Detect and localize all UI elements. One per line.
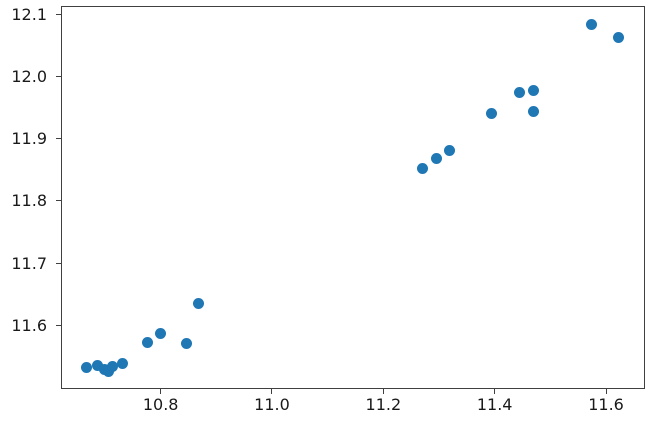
scatter-point — [103, 366, 115, 378]
y-tick-label: 11.8 — [11, 191, 47, 211]
x-tick-mark — [494, 389, 496, 394]
y-tick-label: 11.7 — [11, 253, 47, 273]
x-tick-label: 11.2 — [365, 395, 402, 414]
y-tick-mark — [56, 13, 61, 15]
scatter-point — [142, 336, 154, 348]
y-tick-mark — [56, 75, 61, 77]
scatter-point — [92, 360, 104, 372]
y-tick-mark — [56, 262, 61, 264]
x-tick-label: 11.0 — [254, 395, 290, 414]
scatter-point — [613, 31, 625, 43]
y-tick-label: 11.6 — [11, 315, 47, 335]
scatter-point — [527, 106, 539, 118]
y-tick-label: 12.1 — [11, 4, 47, 24]
scatter-point — [155, 328, 167, 340]
scatter-point — [416, 163, 428, 175]
x-tick-mark — [160, 389, 162, 394]
scatter-point — [486, 107, 498, 119]
scatter-point — [528, 85, 540, 97]
y-tick-label: 12.0 — [11, 66, 47, 86]
y-tick-mark — [56, 324, 61, 326]
scatter-point — [180, 338, 192, 350]
x-tick-mark — [382, 389, 384, 394]
x-tick-mark — [271, 389, 273, 394]
scatter-point — [81, 361, 93, 373]
plot-area — [61, 6, 645, 389]
scatter-point — [193, 298, 204, 310]
x-tick-mark — [605, 389, 607, 394]
x-tick-label: 11.6 — [588, 395, 624, 414]
x-tick-label: 11.4 — [476, 395, 513, 414]
x-tick-label: 10.8 — [142, 395, 179, 414]
y-tick-mark — [56, 138, 61, 140]
scatter-point — [586, 19, 598, 31]
scatter-point — [430, 153, 442, 165]
scatter-point — [443, 144, 455, 156]
scatter-point — [116, 357, 128, 369]
scatter-point — [513, 87, 525, 99]
y-tick-mark — [56, 200, 61, 202]
y-tick-label: 11.9 — [11, 129, 47, 149]
scatter-point — [106, 361, 118, 373]
